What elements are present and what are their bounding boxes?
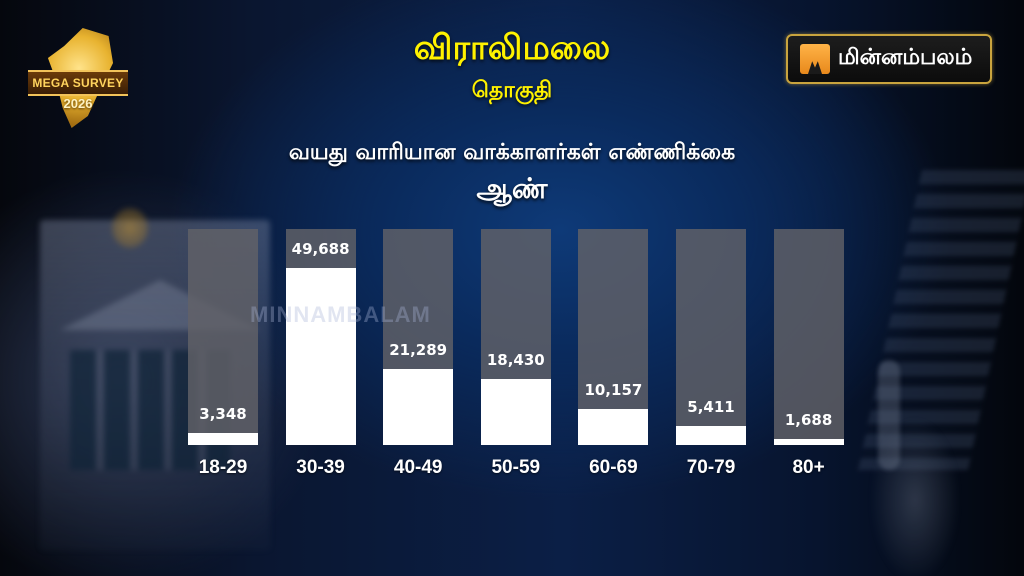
- bar-fill: [578, 409, 649, 445]
- gender-label: ஆண்: [476, 172, 548, 205]
- bar-value-label: 5,411: [687, 398, 735, 416]
- category-label: 60-69: [589, 457, 638, 478]
- bar-track: [676, 229, 746, 445]
- constituency-label: தொகுதி: [471, 78, 553, 103]
- category-label: 30-39: [296, 457, 345, 478]
- mega-survey-logo: MEGA SURVEY 2026: [20, 22, 130, 132]
- bar-fill: [773, 439, 844, 445]
- chart-heading: வயது வாரியான வாக்காளர்கள் எண்ணிக்கை: [288, 140, 736, 165]
- bar-value-label: 3,348: [199, 405, 247, 423]
- bar-fill: [676, 426, 746, 445]
- bar-track: [188, 229, 258, 445]
- category-label: 50-59: [491, 457, 541, 478]
- background-hand: [855, 360, 985, 576]
- mega-survey-year: 2026: [63, 96, 93, 111]
- bar-track: [578, 229, 649, 445]
- category-label: 70-79: [686, 457, 736, 478]
- bar-track: [480, 229, 551, 445]
- brand-m-icon: [800, 44, 830, 74]
- bar-fill: [480, 379, 551, 445]
- bar-value-label: 21,289: [389, 341, 448, 359]
- bar-fill: [188, 433, 258, 445]
- bar-track: [285, 229, 356, 445]
- category-label: 18-29: [198, 457, 248, 478]
- bar-value-label: 18,430: [486, 351, 545, 369]
- category-label: 40-49: [393, 457, 443, 478]
- mega-survey-banner: MEGA SURVEY: [28, 70, 128, 96]
- bar-value-label: 10,157: [584, 381, 643, 399]
- bar-value-label: 49,688: [291, 240, 350, 258]
- constituency-title: விராலிமலை: [413, 28, 611, 68]
- brand-logo: மின்னம்பலம்: [786, 34, 992, 84]
- bar-fill: [383, 369, 454, 445]
- brand-name: மின்னம்பலம்: [838, 45, 973, 70]
- bar-track: [383, 229, 454, 445]
- background-finger: [878, 360, 900, 470]
- emblem-icon: [112, 208, 148, 248]
- category-label: 80+: [792, 457, 825, 478]
- bar-fill: [285, 268, 356, 445]
- bar-track: [773, 229, 844, 445]
- bar-value-label: 1,688: [784, 411, 833, 429]
